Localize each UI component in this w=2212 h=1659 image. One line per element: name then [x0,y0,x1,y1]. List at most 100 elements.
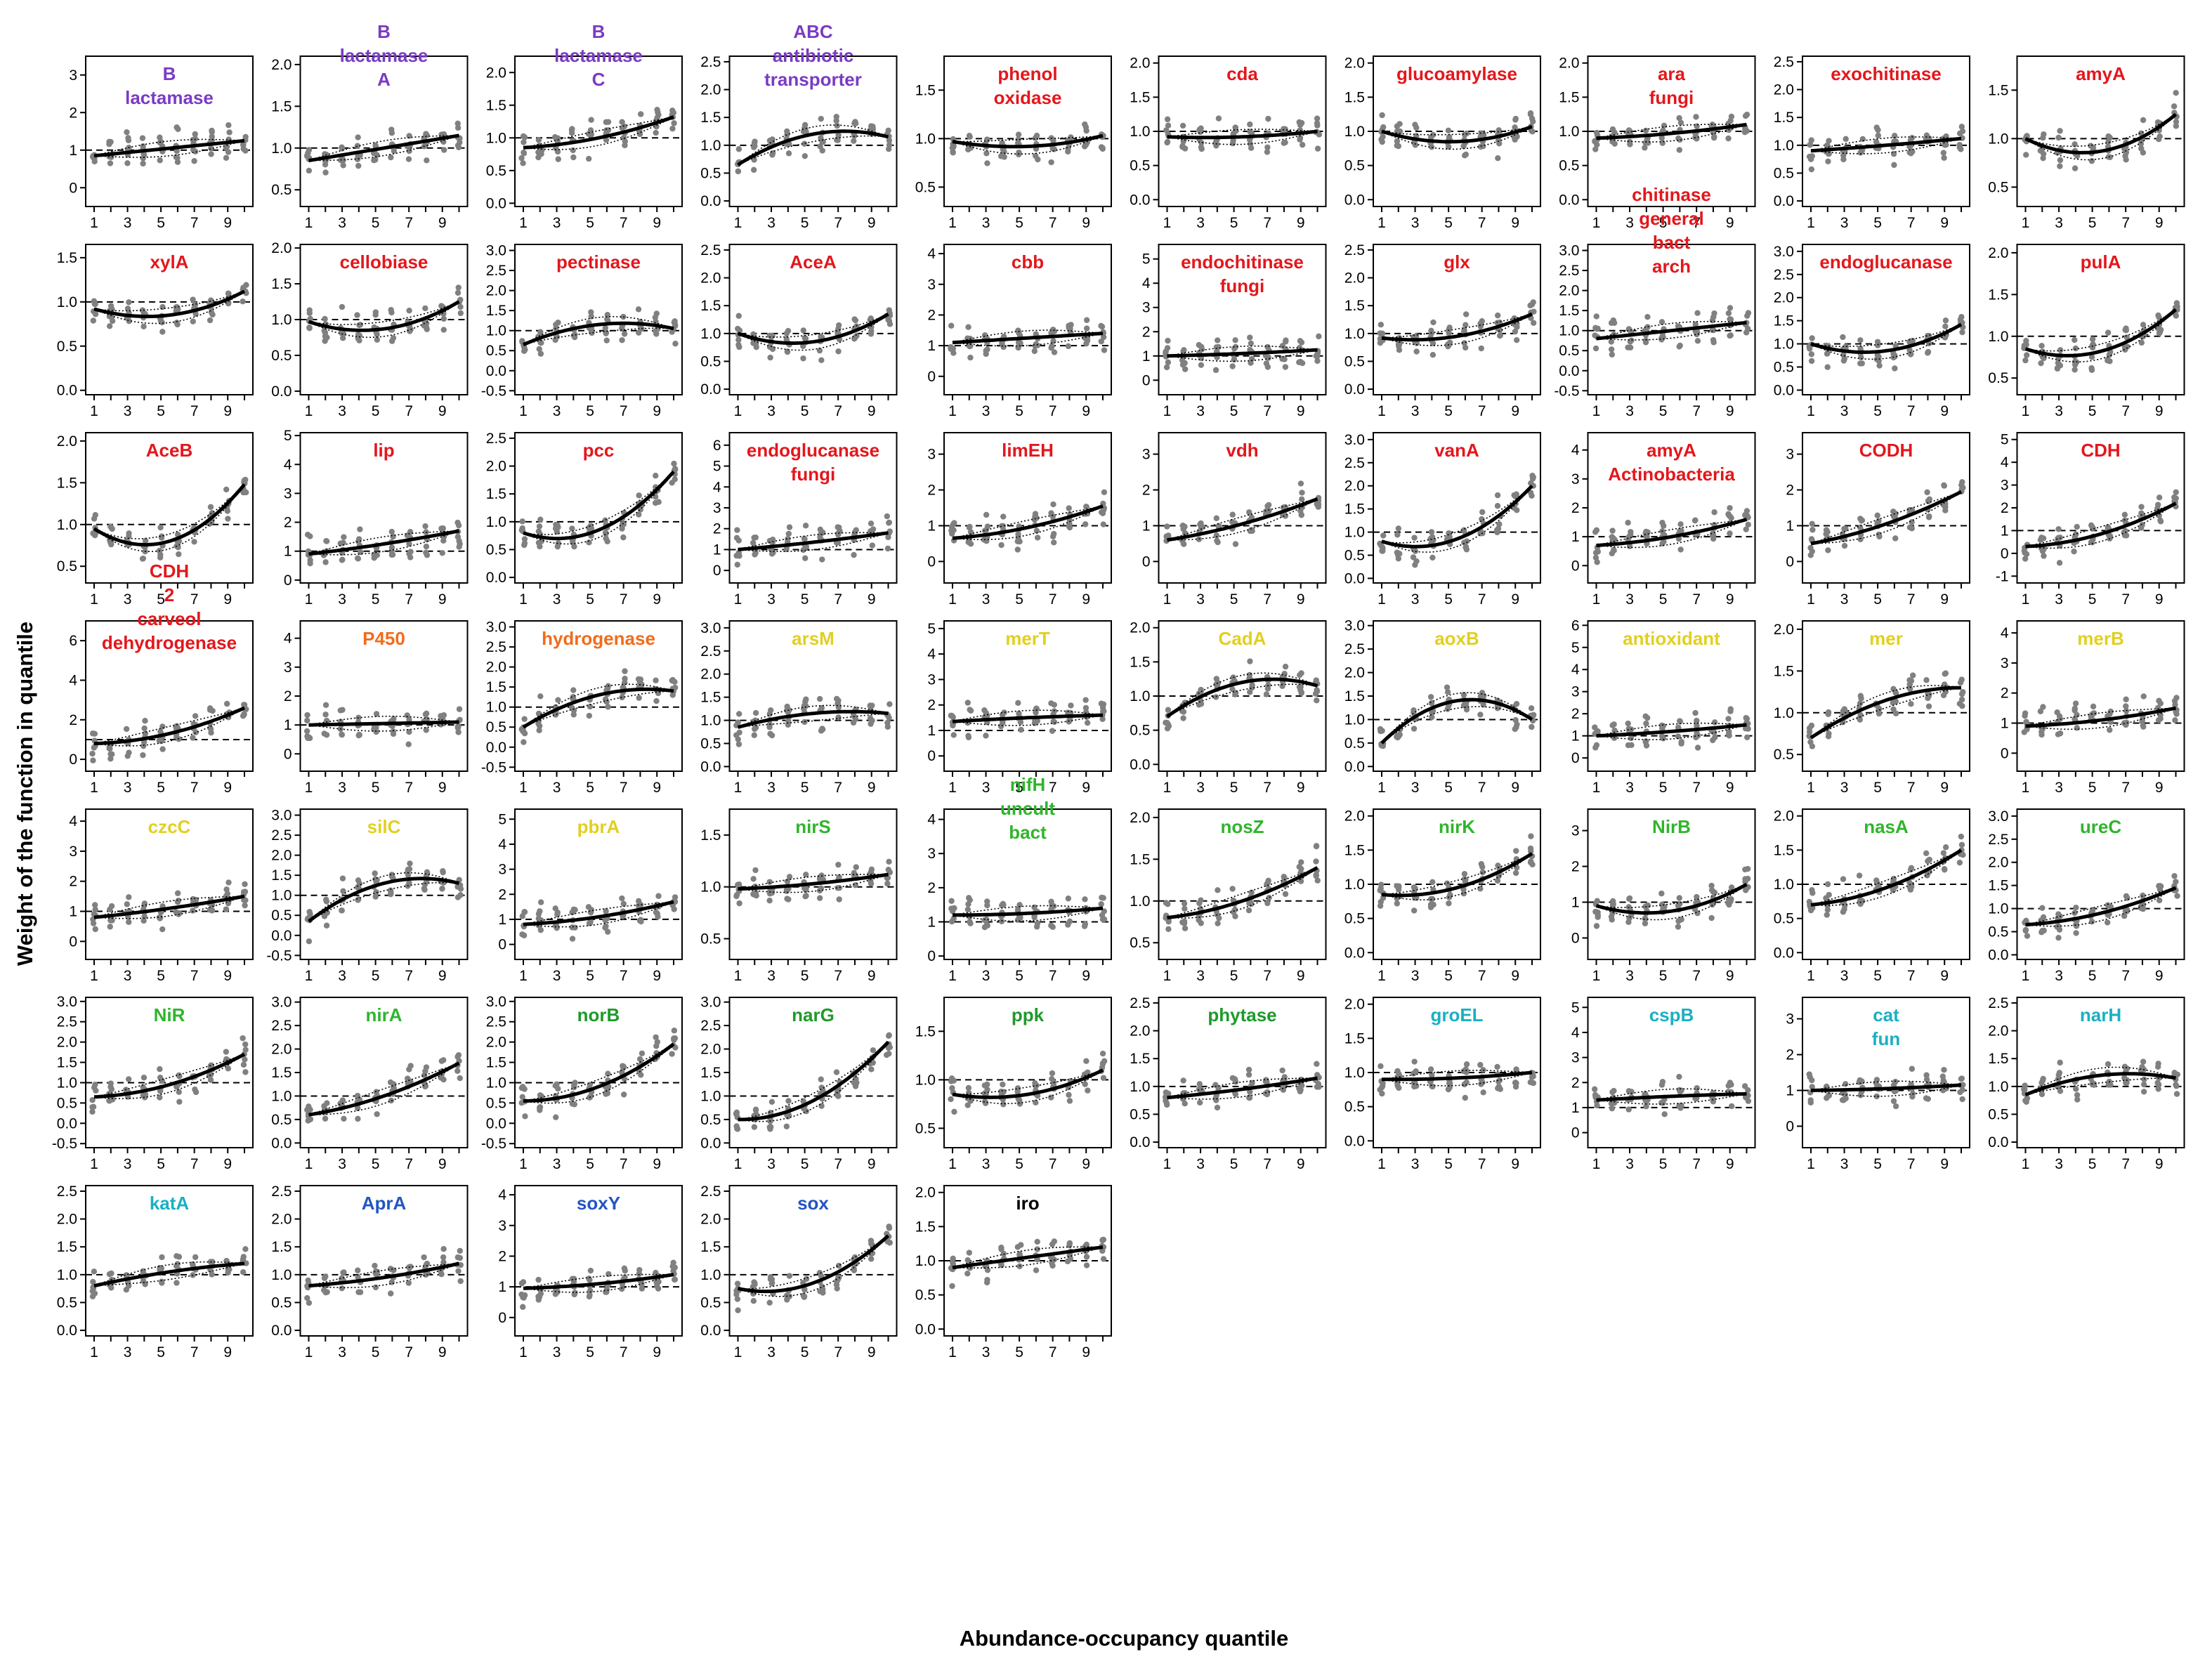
alt-fit-line [952,332,1104,347]
data-point [2157,517,2164,524]
y-tick-label: 6 [713,438,721,454]
data-point [1033,132,1040,139]
data-point [1611,140,1618,147]
data-point [2171,494,2178,501]
panel-title: chitinase general bact arch [1632,184,1711,277]
data-point [1282,139,1288,146]
data-point [339,330,345,336]
x-tick-label: 9 [1511,968,1519,984]
data-point [1282,891,1289,898]
data-point [2123,696,2129,702]
y-tick-label: 4 [1571,442,1580,459]
data-point [853,527,859,533]
panel-frame [1802,244,1970,395]
data-point [619,337,625,343]
data-point [1394,733,1400,740]
data-point [388,551,395,558]
data-point [1265,501,1272,509]
data-point [90,920,97,926]
data-point [1101,347,1108,353]
data-point [421,885,428,892]
data-point [225,149,232,155]
data-point [1181,900,1188,907]
x-tick-label: 9 [1297,780,1305,796]
y-tick-label: 1.5 [1344,501,1365,518]
y-tick-label: 0.5 [1559,158,1579,174]
chart-panel: -0.50.00.51.01.52.02.53.01 3 5 7 9hydrogenas… [481,619,683,796]
data-point [190,147,197,153]
data-point [636,695,642,701]
x-tick-label: 5 [1873,780,1882,796]
x-tick-label: 1 [1377,215,1386,231]
y-tick-label: 0.5 [1344,547,1365,563]
data-point [223,700,230,707]
x-tick-label: 9 [1511,215,1519,231]
data-point [1742,112,1749,119]
panel-title: limEH [1002,440,1054,461]
y-tick-label: 1.0 [1988,329,2008,345]
data-point [884,545,891,552]
panel-frame [943,55,1112,207]
data-point [1592,345,1599,352]
data-point [966,144,972,151]
data-point [2171,103,2178,110]
data-point [306,908,313,915]
data-point [191,539,197,545]
data-point [2173,695,2180,701]
data-point [422,523,428,530]
panel-title: endoglucanase fungi [747,440,879,485]
data-point [1297,508,1304,514]
x-tick-label: 7 [834,591,842,608]
panel-title: pectinase [556,251,641,273]
alt-fit-line [2025,114,2177,161]
data-point [2090,703,2097,710]
x-tick-label: 9 [1082,968,1090,984]
data-point [1608,346,1615,353]
data-point [1725,135,1732,142]
data-point [669,676,676,683]
data-point [653,124,660,130]
data-point [1644,902,1651,909]
data-point [785,896,792,903]
data-point [1248,355,1255,362]
data-point [1840,909,1847,915]
data-point [1462,344,1469,351]
data-point [1840,156,1847,163]
x-tick-label: 7 [1692,968,1701,984]
alt-fit-line [523,116,674,150]
alt-fit-line [2025,114,2176,147]
data-point [967,920,974,926]
data-point [1429,131,1437,138]
data-point [603,923,609,929]
data-point [1165,122,1172,129]
data-point [1050,137,1056,144]
y-tick-label: 2.0 [1559,283,1579,299]
data-point [1229,886,1236,892]
data-point [2057,347,2064,353]
data-point [538,339,544,346]
y-tick-label: 1.5 [700,690,721,706]
y-tick-label: 2 [69,105,77,121]
data-point [518,155,525,162]
data-point [1413,348,1420,355]
data-point [456,706,463,712]
y-tick-label: 0.0 [1130,192,1150,208]
data-point [1198,343,1205,350]
data-point [1658,890,1665,897]
data-point [983,921,990,928]
data-point [1100,334,1107,341]
y-tick-label: 0.5 [1130,935,1150,951]
data-point [1430,319,1437,326]
alt-fit-line [93,484,245,539]
y-tick-label: 0.5 [1130,158,1150,174]
y-tick-label: 2.0 [700,667,721,683]
data-point [2072,165,2079,171]
data-point [207,504,214,511]
data-point [1165,723,1172,730]
data-point [92,301,98,308]
x-tick-label: 7 [1907,215,1916,231]
alt-fit-line [93,140,245,158]
data-point [802,523,809,529]
